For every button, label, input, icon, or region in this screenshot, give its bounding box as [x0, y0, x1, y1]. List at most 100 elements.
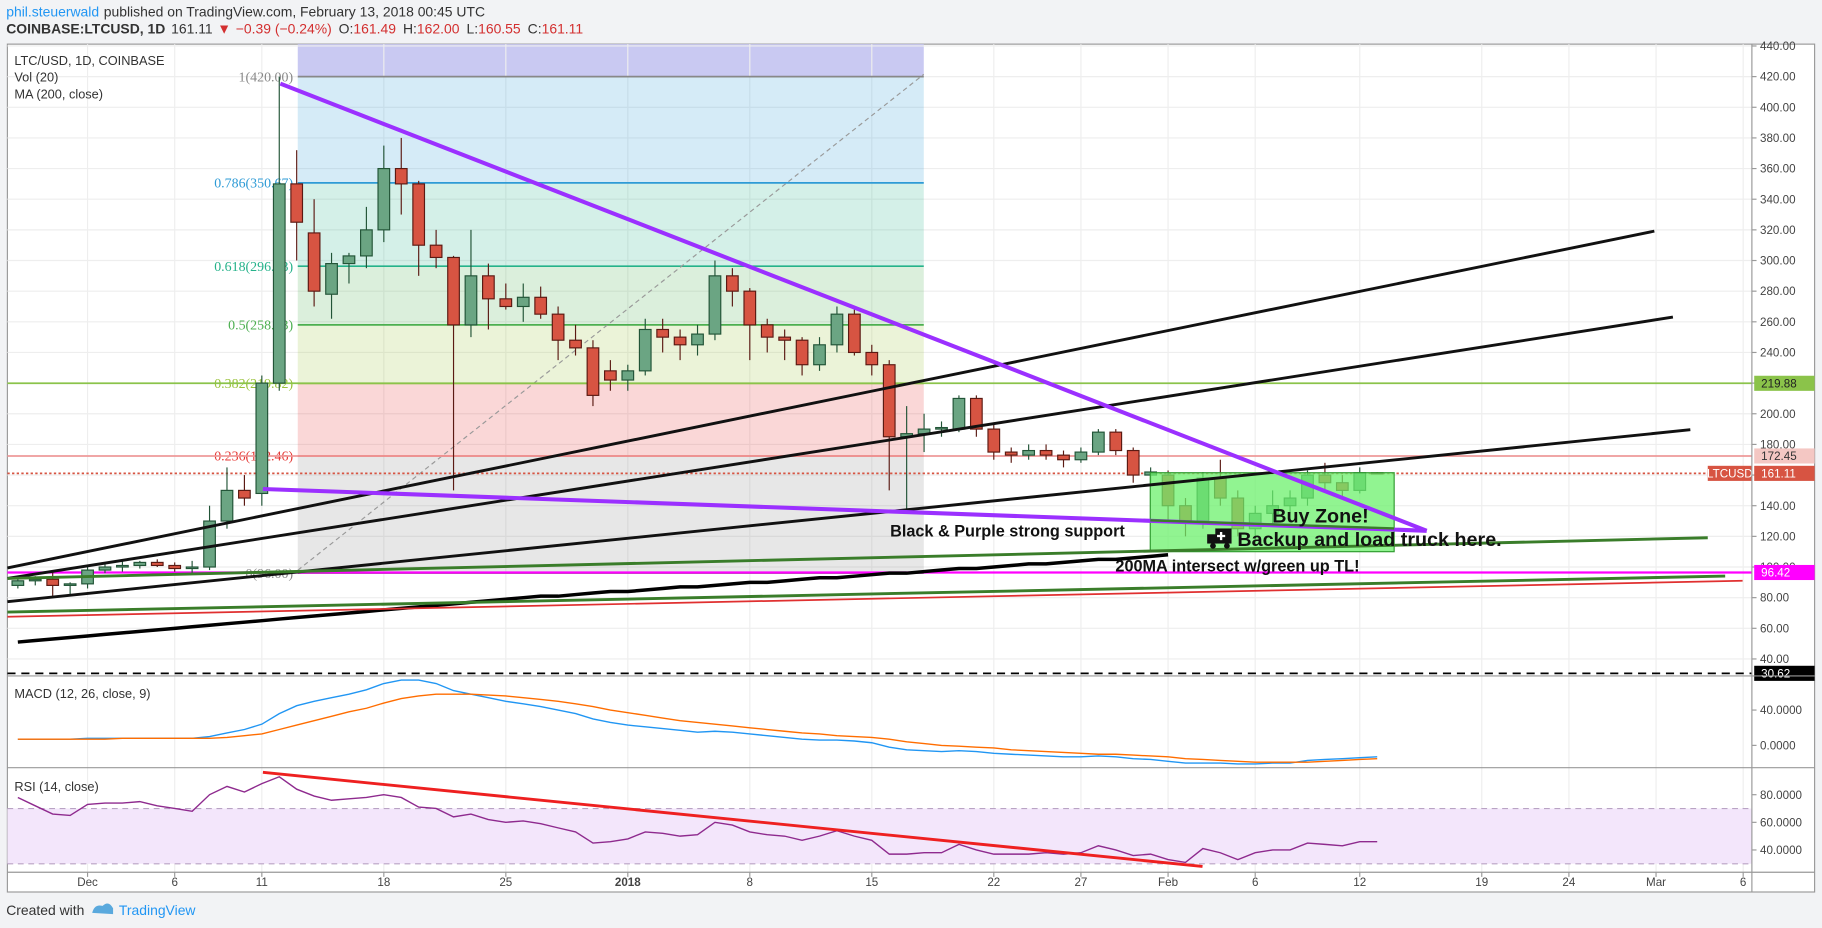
candle-body	[603, 370, 617, 381]
rsi-trend-line	[262, 770, 1203, 868]
ohlc-label: L:	[466, 21, 478, 37]
y-tick-label: 320.00	[1760, 224, 1796, 237]
annotation: Backup and load truck here.	[1237, 529, 1501, 551]
price-tag	[1754, 465, 1815, 481]
x-tick-label: 25	[499, 876, 512, 889]
trend-line	[7, 579, 1743, 618]
ohlc-value: 161.11	[542, 21, 584, 37]
price-tag-name-box	[1707, 465, 1752, 481]
truck-cross	[1217, 531, 1226, 541]
x-tick-label: 6	[1252, 876, 1258, 889]
x-tick-label: Feb	[1158, 876, 1178, 889]
macd-line	[17, 693, 1378, 763]
x-tick-label: 12	[1353, 876, 1366, 889]
footer-brand[interactable]: TradingView	[119, 902, 197, 918]
candle-body	[534, 296, 548, 315]
candle-body	[255, 382, 269, 495]
candle-body	[482, 275, 495, 300]
x-tick-label: 24	[1562, 876, 1575, 889]
y-tick-label: 300.00	[1760, 255, 1796, 268]
price-tag-label: 172.45	[1761, 450, 1797, 463]
candle-body	[1057, 454, 1070, 461]
annotation: Black & Purple strong support	[890, 523, 1125, 541]
header-line: phil.steuerwald published on TradingView.…	[6, 3, 485, 19]
x-tick-label: 6	[1740, 876, 1746, 889]
fib-top-zone	[297, 44, 924, 77]
x-tick-label: 15	[865, 876, 878, 889]
pane-title: RSI (14, close)	[14, 779, 98, 794]
candle-body	[238, 489, 251, 499]
price-tag-label: 30.62	[1761, 667, 1790, 680]
x-tick-label: 2018	[615, 876, 641, 889]
candle-body	[168, 564, 182, 570]
y-tick-label: 120.00	[1760, 530, 1796, 543]
price-tag	[1754, 564, 1815, 581]
legend-entry: LTC/USD, 1D, COINBASE	[14, 53, 164, 68]
candle-body	[28, 578, 42, 582]
candle-body	[220, 489, 234, 522]
ohlc-label: H:	[403, 21, 417, 37]
candle-body	[63, 583, 77, 586]
trend-line	[7, 536, 1708, 580]
ohlc-label: C:	[528, 21, 542, 37]
rsi-band	[7, 808, 1752, 864]
candle-body	[360, 229, 373, 257]
candle-body	[185, 566, 199, 570]
candle-body	[464, 275, 478, 326]
label-layer: Dec 6 11 18 25 2018 8 15 22 27 Feb 6 12 19 24 Mar 6 40.00…	[77, 40, 1815, 889]
y-tick-label: 400.00	[1760, 101, 1796, 114]
symbol: COINBASE:LTCUSD, 1D	[6, 21, 165, 37]
candle-body	[116, 564, 129, 568]
pane-title: MACD (12, 26, close, 9)	[14, 686, 150, 701]
change: −0.39 (−0.24%)	[236, 21, 332, 37]
logo	[92, 903, 114, 915]
y-tick-label: 200.00	[1760, 408, 1796, 421]
candle-body	[952, 397, 966, 430]
candle-body	[760, 324, 774, 338]
candle-body	[638, 328, 652, 372]
author[interactable]: phil.steuerwald	[6, 3, 99, 19]
x-tick-label: 19	[1475, 876, 1488, 889]
candle-body	[673, 336, 687, 346]
fib-label: 1(420.00)	[239, 70, 294, 85]
candle-body	[447, 256, 460, 326]
trend-line	[279, 81, 1428, 533]
candle-body	[1074, 451, 1088, 461]
last-price: 161.11	[171, 21, 213, 37]
candle-body	[656, 328, 670, 338]
price-tag-label: 161.11	[1761, 467, 1796, 480]
truck-cab	[1207, 534, 1217, 544]
y-tick-label: 80.0000	[1760, 789, 1802, 802]
x-tick-label: 18	[377, 876, 390, 889]
candle-body	[778, 336, 792, 341]
legend-entry: Vol (20)	[14, 69, 58, 84]
candle-body	[830, 313, 844, 346]
fib-zone	[297, 266, 924, 325]
y-tick-label: 40.00	[1760, 653, 1789, 666]
price-tag	[1754, 665, 1815, 681]
macd-line	[17, 679, 1378, 765]
candle-body	[969, 397, 983, 430]
y-tick-label: 60.00	[1760, 622, 1789, 635]
candle-body	[150, 561, 164, 567]
trend-line	[7, 574, 1726, 614]
candle-body	[935, 426, 948, 430]
candle-body	[133, 561, 147, 567]
candle-body	[342, 255, 356, 265]
candle-body	[691, 333, 704, 346]
x-tick-label: Dec	[77, 876, 98, 889]
x-tick-label: 8	[747, 876, 753, 889]
candle-body	[621, 370, 635, 381]
y-tick-label: 180.00	[1760, 438, 1796, 451]
candle-body	[813, 344, 826, 366]
candle-body	[987, 428, 1001, 453]
price-tag-name: LTCUSD	[1707, 467, 1753, 480]
y-tick-label: 40.0000	[1760, 704, 1802, 717]
y-tick-label: 240.00	[1760, 347, 1796, 360]
candle-body	[325, 263, 338, 295]
y-tick-label: 40.0000	[1760, 844, 1802, 857]
y-tick-label: 260.00	[1760, 316, 1796, 329]
candle-body	[1039, 449, 1053, 456]
